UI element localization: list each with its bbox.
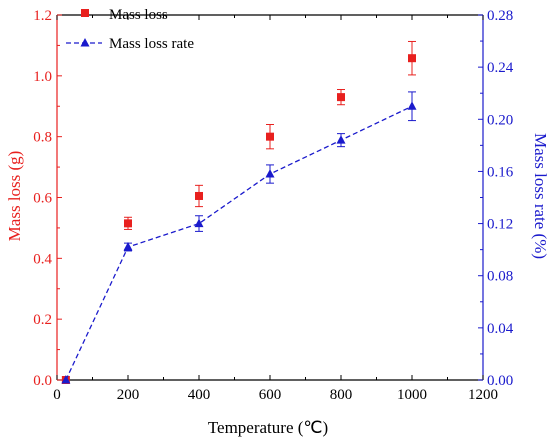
legend-marker-mass-loss-rate	[80, 38, 90, 47]
y2-axis-title: Mass loss rate (%)	[531, 133, 550, 259]
y2-tick-label: 0.00	[487, 373, 513, 389]
y2-tick-label: 0.28	[487, 8, 513, 24]
data-point-mass-loss	[195, 191, 203, 200]
y-tick-label: 0.6	[33, 191, 52, 207]
legend-marker-mass-loss	[81, 9, 89, 17]
y-tick-label: 1.0	[33, 69, 52, 85]
x-tick-label: 1000	[397, 387, 427, 403]
data-point-mass-loss	[408, 54, 416, 63]
series-line-mass-loss-rate	[65, 105, 413, 381]
y-axis-title: Mass loss (g)	[5, 151, 24, 242]
ticks: 0 200 400 600 800 1000 1200 0.0 0.2 0.4 0.6 0.8 1.0 1…	[33, 8, 514, 403]
x-tick-label: 200	[117, 387, 140, 403]
y2-tick-label: 0.04	[487, 321, 514, 337]
y-tick-label: 0.2	[33, 312, 52, 328]
y2-tick-label: 0.20	[487, 112, 513, 128]
y-tick-label: 0.0	[33, 373, 52, 389]
y2-tick-label: 0.12	[487, 217, 513, 233]
data-point-mass-loss	[266, 132, 274, 141]
data-point-mass-loss-rate	[336, 135, 346, 144]
data-point-mass-loss	[124, 219, 132, 228]
data-point-mass-loss-rate	[407, 101, 417, 110]
legend: Mass loss Mass loss rate	[66, 7, 194, 52]
x-tick-label: 600	[259, 387, 282, 403]
x-axis-title: Temperature (℃)	[208, 418, 328, 437]
x-tick-label: 1200	[468, 387, 498, 403]
legend-label-mass-loss: Mass loss	[109, 7, 168, 23]
y-tick-label: 0.4	[33, 251, 52, 267]
data-point-mass-loss-rate	[123, 242, 133, 251]
series-layer	[61, 40, 417, 384]
data-point-mass-loss-rate	[61, 375, 71, 384]
data-point-mass-loss	[337, 93, 345, 102]
y-tick-label: 1.2	[33, 8, 52, 24]
y2-tick-label: 0.08	[487, 269, 513, 285]
y-tick-label: 0.8	[33, 130, 52, 146]
data-point-mass-loss-rate	[265, 169, 275, 178]
plot-area	[56, 14, 484, 381]
legend-label-mass-loss-rate: Mass loss rate	[109, 36, 194, 52]
x-tick-label: 400	[188, 387, 211, 403]
data-point-mass-loss-rate	[194, 218, 204, 228]
x-tick-label: 800	[330, 387, 353, 403]
x-tick-label: 0	[53, 387, 61, 403]
y2-tick-label: 0.24	[487, 60, 514, 76]
y2-tick-label: 0.16	[487, 164, 514, 180]
